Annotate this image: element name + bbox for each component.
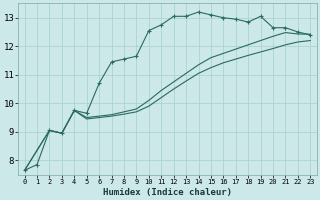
- X-axis label: Humidex (Indice chaleur): Humidex (Indice chaleur): [103, 188, 232, 197]
